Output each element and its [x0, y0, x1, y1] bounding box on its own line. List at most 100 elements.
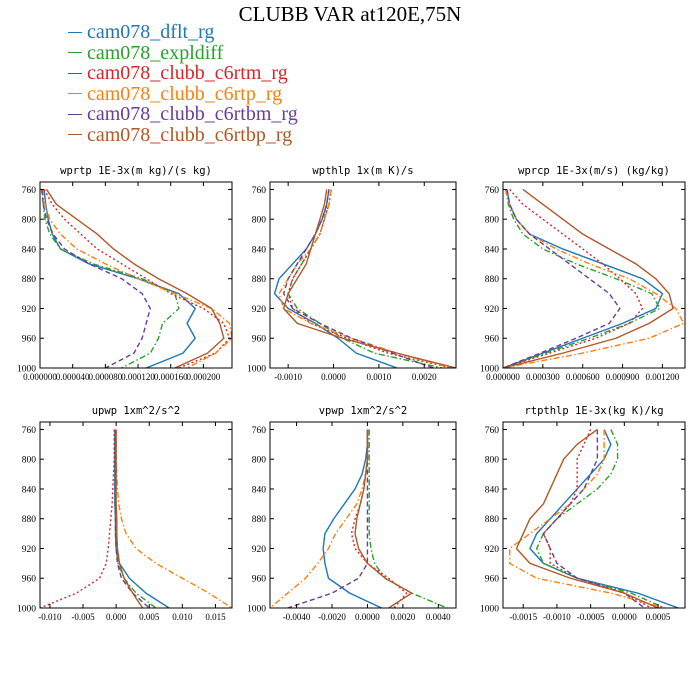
x-tick-label: 0.000200 — [187, 372, 221, 382]
panel-title: vpwp 1xm^2/s^2 — [319, 405, 408, 417]
legend-item: cam078_clubb_c6rtbp_rg — [68, 123, 298, 146]
series-line — [115, 429, 144, 608]
y-tick-label: 840 — [22, 245, 37, 255]
x-tick-label: 0.000120 — [121, 372, 155, 382]
y-tick-label: 920 — [252, 545, 267, 555]
y-tick-label: 960 — [22, 575, 37, 585]
y-tick-label: 760 — [252, 186, 267, 196]
y-tick-label: 800 — [485, 216, 500, 226]
series-line — [536, 429, 666, 608]
series-line — [509, 429, 665, 608]
panel-title: rtpthlp 1E-3x(kg K)/kg — [524, 405, 663, 417]
x-tick-label: 0.0005 — [646, 612, 671, 622]
x-tick-label: -0.0020 — [318, 612, 346, 622]
x-tick-label: 0.0020 — [412, 372, 437, 382]
plot-frame — [502, 421, 686, 609]
legend-swatch — [68, 52, 82, 54]
y-tick-label: 800 — [22, 456, 37, 466]
series-line — [40, 429, 115, 608]
x-tick-label: 0.000900 — [606, 372, 640, 382]
x-tick-label: 0.000600 — [566, 372, 600, 382]
y-tick-label: 880 — [252, 515, 267, 525]
series-line — [350, 429, 408, 608]
legend-label: cam078_clubb_c6rtbm_rg — [87, 103, 298, 125]
y-tick-label: 960 — [252, 335, 267, 345]
series-line — [282, 189, 434, 368]
y-tick-label: 960 — [485, 575, 500, 585]
legend-item: cam078_clubb_c6rtm_rg — [68, 63, 298, 84]
x-tick-label: 0.0020 — [390, 612, 415, 622]
x-tick-label: 0.000000 — [23, 372, 57, 382]
y-tick-label: 880 — [485, 275, 500, 285]
x-tick-label: -0.0015 — [509, 612, 537, 622]
figure-title: CLUBB VAR at120E,75N — [238, 2, 462, 26]
series-line — [515, 428, 659, 608]
y-tick-label: 760 — [485, 426, 500, 436]
y-tick-label: 920 — [22, 545, 37, 555]
series-line — [41, 189, 180, 368]
y-tick-label: 1000 — [17, 365, 36, 375]
series-line — [503, 189, 621, 368]
y-tick-label: 840 — [485, 485, 500, 495]
series-line — [354, 429, 413, 608]
x-tick-label: 0.000160 — [154, 372, 188, 382]
legend-label: cam078_clubb_c6rtp_rg — [87, 82, 283, 105]
series-line — [40, 189, 151, 368]
chart-panel: rtpthlp 1E-3x(kg K)/kg 760 800 840 880 920 960… — [480, 405, 686, 622]
x-tick-label: -0.010 — [38, 612, 62, 622]
x-tick-label: 0.000 — [106, 612, 127, 622]
legend-item: cam078_expldiff — [68, 41, 298, 64]
legend-swatch — [68, 31, 82, 33]
series-line — [503, 189, 664, 368]
x-tick-label: 0.010 — [172, 612, 193, 622]
chart-panel: wprcp 1E-3x(m/s) (kg/kg) 760 800 840 880 920 9… — [480, 165, 686, 382]
series-line — [45, 189, 225, 368]
series-line — [114, 429, 150, 608]
y-tick-label: 960 — [485, 335, 500, 345]
y-tick-label: 880 — [485, 515, 500, 525]
legend-swatch — [68, 72, 82, 74]
x-tick-label: 0.000300 — [526, 372, 560, 382]
panel-title: wprcp 1E-3x(m/s) (kg/kg) — [518, 165, 670, 177]
x-tick-label: 0.0040 — [426, 612, 451, 622]
y-tick-label: 1000 — [480, 605, 499, 615]
y-tick-label: 960 — [252, 575, 267, 585]
chart-panel: upwp 1xm^2/s^27608008408809209601000-0.0… — [17, 405, 233, 622]
y-tick-label: 760 — [22, 426, 37, 436]
series-line — [287, 429, 369, 608]
legend-label: cam078_clubb_c6rtbp_rg — [87, 123, 293, 146]
y-tick-label: 960 — [22, 335, 37, 345]
y-tick-label: 1000 — [247, 365, 266, 375]
y-tick-label: 840 — [485, 245, 500, 255]
y-tick-label: 840 — [252, 485, 267, 495]
x-tick-label: 0.0000 — [612, 612, 637, 622]
y-tick-label: 840 — [252, 245, 267, 255]
legend-swatch — [68, 113, 82, 115]
y-tick-label: 1000 — [247, 605, 266, 615]
x-tick-label: 0.005 — [139, 612, 160, 622]
panel-title: wprtp 1E-3x(m kg)/(s kg) — [60, 165, 212, 177]
series-line — [43, 189, 196, 368]
legend-swatch — [68, 134, 82, 136]
plot-frame — [39, 181, 233, 369]
x-tick-label: 0.0000 — [321, 372, 346, 382]
series-line — [368, 429, 448, 608]
y-tick-label: 920 — [22, 305, 37, 315]
x-tick-label: 0.015 — [205, 612, 226, 622]
chart-panel: wpthlp 1x(m K)/s 760 800 840 880 920 960 1000 -0… — [247, 165, 457, 382]
legend-label: cam078_expldiff — [87, 41, 224, 64]
series-line — [270, 429, 369, 608]
x-tick-label: 0.001200 — [646, 372, 680, 382]
y-tick-label: 760 — [252, 426, 267, 436]
y-tick-label: 1000 — [480, 365, 499, 375]
legend-label: cam078_clubb_c6rtm_rg — [87, 62, 288, 84]
legend-item: cam078_dflt_rg — [68, 22, 298, 43]
x-tick-label: 0.0010 — [367, 372, 392, 382]
y-tick-label: 800 — [252, 456, 267, 466]
series-line — [542, 429, 645, 608]
x-tick-label: 0.000040 — [56, 372, 90, 382]
x-tick-label: 0.0000 — [355, 612, 380, 622]
legend-item: cam078_clubb_c6rtp_rg — [68, 82, 298, 105]
legend: cam078_dflt_rg cam078_expldiff cam078_club… — [68, 22, 298, 145]
